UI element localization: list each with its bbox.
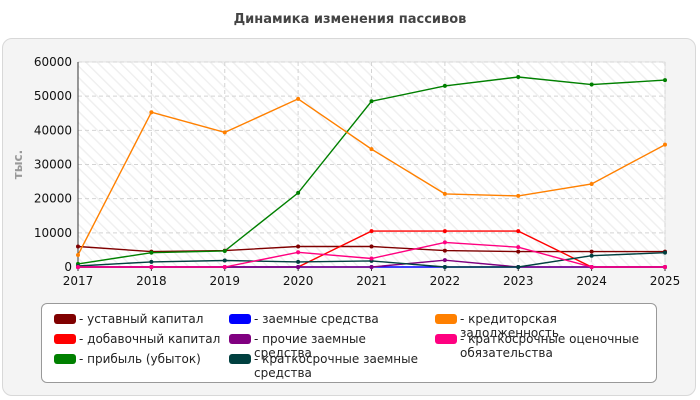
data-point [296, 250, 301, 255]
x-tick-label: 2023 [503, 274, 534, 288]
data-point [76, 244, 80, 249]
data-point [589, 265, 594, 269]
legend-item: - уставный капитал [54, 312, 224, 326]
data-point [222, 265, 227, 269]
data-point [516, 245, 521, 250]
data-point [369, 99, 374, 104]
data-point [369, 229, 374, 234]
legend-item: - краткосрочные оценочные обязательства [435, 332, 645, 360]
data-point [296, 244, 301, 249]
legend-swatch [229, 334, 251, 344]
y-tick-label: 0 [64, 260, 72, 274]
x-tick-label: 2022 [430, 274, 461, 288]
legend-item: - прочие заемные средства [229, 332, 419, 360]
legend-item: - прибыль (убыток) [54, 352, 224, 366]
data-point [516, 265, 521, 269]
data-point [369, 265, 374, 269]
data-point [369, 244, 374, 249]
data-point [442, 265, 447, 269]
data-point [589, 82, 594, 87]
data-point [663, 265, 667, 269]
legend-label: - добавочный капитал [79, 332, 221, 346]
legend-swatch [435, 314, 457, 324]
data-point [76, 253, 80, 258]
y-tick-label: 50000 [34, 89, 72, 103]
chart-title: Динамика изменения пассивов [233, 12, 467, 27]
data-point [589, 249, 594, 254]
data-point [296, 259, 301, 264]
data-point [222, 130, 227, 135]
data-point [516, 229, 521, 234]
x-tick-label: 2017 [63, 274, 94, 288]
data-point [663, 250, 667, 255]
y-tick-label: 30000 [34, 158, 72, 172]
data-point [516, 193, 521, 198]
data-point [442, 83, 447, 88]
x-tick-label: 2019 [209, 274, 240, 288]
legend-label: - прочие заемные средства [254, 332, 366, 360]
legend-item: - краткосрочные заемные средства [229, 352, 419, 380]
legend-swatch [435, 334, 457, 344]
data-point [663, 142, 667, 147]
legend-label: - краткосрочные заемные средства [254, 352, 418, 380]
y-tick-label: 40000 [34, 123, 72, 137]
data-point [296, 190, 301, 195]
data-point [296, 96, 301, 101]
x-tick-label: 2020 [283, 274, 314, 288]
data-point [663, 78, 667, 83]
data-point [76, 265, 80, 269]
data-point [442, 191, 447, 196]
y-tick-label: 10000 [34, 226, 72, 240]
data-point [442, 258, 447, 263]
data-point [149, 265, 154, 269]
y-axis-label: тыс. [11, 150, 25, 179]
legend: - уставный капитал - добавочный капитал - … [41, 303, 657, 383]
legend-label: - прибыль (убыток) [79, 352, 201, 366]
y-tick-label: 20000 [34, 192, 72, 206]
legend-label: - заемные средства [254, 312, 379, 326]
data-point [296, 265, 301, 269]
x-tick-label: 2021 [356, 274, 387, 288]
data-point [149, 110, 154, 115]
legend-swatch [54, 334, 76, 344]
legend-swatch [54, 314, 76, 324]
data-point [369, 256, 374, 261]
data-point [589, 181, 594, 186]
data-point [589, 253, 594, 258]
data-point [149, 259, 154, 264]
y-tick-label: 60000 [34, 55, 72, 69]
data-point [516, 249, 521, 254]
legend-swatch [229, 314, 251, 324]
legend-item: - заемные средства [229, 312, 419, 326]
data-point [149, 250, 154, 255]
data-point [222, 248, 227, 253]
x-tick-label: 2024 [576, 274, 607, 288]
legend-item: - кредиторская задолженность [435, 312, 645, 340]
data-point [442, 248, 447, 253]
legend-label: - уставный капитал [79, 312, 204, 326]
data-point [442, 240, 447, 245]
x-tick-label: 2025 [650, 274, 681, 288]
legend-label: - кредиторская задолженность [460, 312, 559, 340]
data-point [516, 75, 521, 80]
legend-label: - краткосрочные оценочные обязательства [460, 332, 639, 360]
legend-swatch [54, 354, 76, 364]
legend-swatch [229, 354, 251, 364]
data-point [369, 147, 374, 152]
legend-item: - добавочный капитал [54, 332, 224, 346]
data-point [222, 258, 227, 263]
x-tick-label: 2018 [136, 274, 167, 288]
data-point [442, 229, 447, 234]
